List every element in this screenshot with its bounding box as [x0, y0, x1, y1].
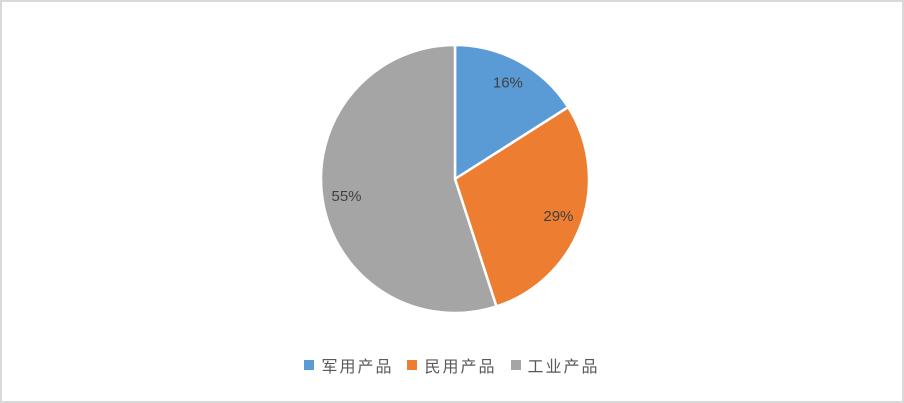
pie-slice-1 [453, 105, 591, 308]
legend-swatch-icon [510, 360, 521, 370]
legend-item-label: 民用产品 [424, 359, 497, 376]
pie-data-label-2: 55% [331, 188, 361, 205]
pie-slices [319, 43, 591, 315]
pie-slice-2 [319, 43, 498, 315]
pie-data-labels: 16% 29% 55% [331, 75, 573, 226]
chart-legend: 军用产品 民用产品 工业产品 [2, 352, 902, 378]
pie-data-label-1: 29% [543, 208, 573, 225]
legend-item-military: 军用产品 [304, 353, 393, 377]
legend-item-label: 军用产品 [321, 359, 394, 376]
pie-slice-0 [453, 43, 570, 181]
legend-item-civilian: 民用产品 [407, 353, 496, 377]
legend-item-label: 工业产品 [527, 359, 600, 376]
legend-swatch-icon [304, 360, 315, 370]
legend-swatch-icon [407, 360, 418, 370]
legend-item-industrial: 工业产品 [510, 353, 600, 377]
pie-data-label-0: 16% [493, 75, 523, 92]
